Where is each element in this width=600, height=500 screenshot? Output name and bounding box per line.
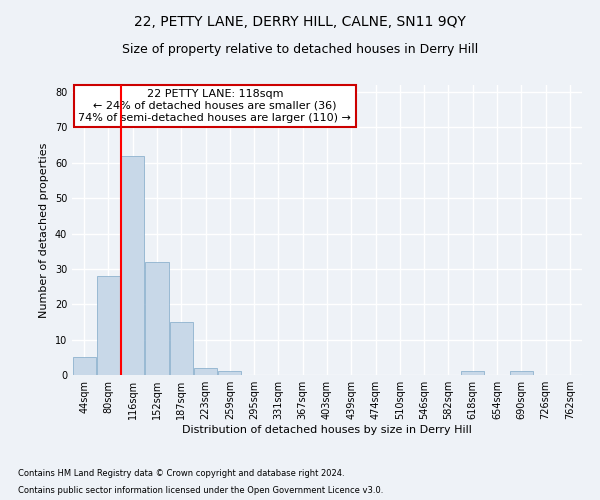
Bar — [121, 156, 144, 375]
Text: 22, PETTY LANE, DERRY HILL, CALNE, SN11 9QY: 22, PETTY LANE, DERRY HILL, CALNE, SN11 … — [134, 15, 466, 29]
Text: 22 PETTY LANE: 118sqm
← 24% of detached houses are smaller (36)
74% of semi-deta: 22 PETTY LANE: 118sqm ← 24% of detached … — [79, 90, 351, 122]
Text: Contains HM Land Registry data © Crown copyright and database right 2024.: Contains HM Land Registry data © Crown c… — [18, 468, 344, 477]
X-axis label: Distribution of detached houses by size in Derry Hill: Distribution of detached houses by size … — [182, 425, 472, 435]
Bar — [510, 372, 533, 375]
Bar — [194, 368, 217, 375]
Text: Size of property relative to detached houses in Derry Hill: Size of property relative to detached ho… — [122, 42, 478, 56]
Bar — [145, 262, 169, 375]
Bar — [461, 372, 484, 375]
Bar — [97, 276, 120, 375]
Bar — [218, 372, 241, 375]
Text: Contains public sector information licensed under the Open Government Licence v3: Contains public sector information licen… — [18, 486, 383, 495]
Y-axis label: Number of detached properties: Number of detached properties — [39, 142, 49, 318]
Bar — [73, 358, 95, 375]
Bar — [170, 322, 193, 375]
